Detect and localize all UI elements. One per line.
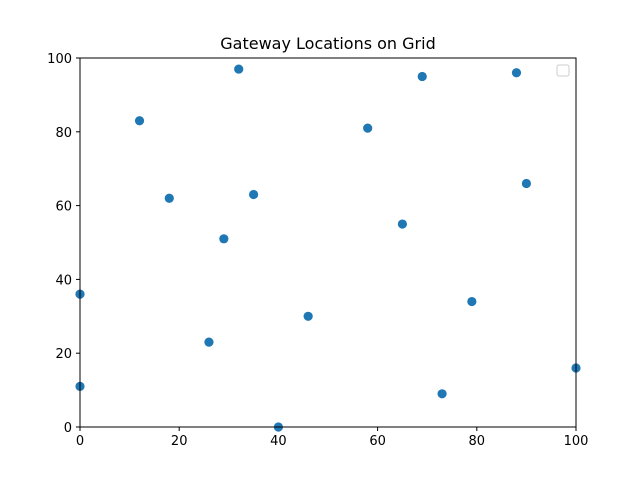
axis-ticks: 0 20 40 60 80 100 0 20 40 60 80 100 (47, 52, 588, 449)
gateway-point (417, 71, 427, 82)
gateway-point (164, 193, 174, 203)
x-tick-label: 80 (469, 434, 486, 449)
plot-area-frame (79, 57, 577, 428)
x-tick-label: 0 (76, 434, 84, 449)
y-tick-label: 40 (55, 273, 72, 288)
gateway-point (134, 116, 145, 126)
gateway-point (511, 68, 522, 78)
gateway-point (363, 123, 373, 133)
gateway-point (467, 296, 477, 307)
legend-box (556, 64, 570, 77)
chart-title: Gateway Locations on Grid (220, 34, 435, 53)
x-tick-label: 60 (369, 434, 386, 449)
gateway-point (397, 219, 407, 229)
y-tick-label: 60 (55, 200, 72, 215)
gateway-point (234, 64, 244, 74)
gateway-point (521, 178, 532, 189)
y-tick-label: 20 (55, 347, 72, 362)
gateway-point (249, 189, 259, 200)
x-tick-label: 100 (564, 434, 589, 449)
x-tick-label: 40 (270, 434, 287, 449)
y-tick-label: 0 (64, 421, 72, 436)
gateway-point (204, 337, 214, 347)
y-tick-label: 100 (47, 52, 72, 67)
gateway-point (303, 311, 313, 321)
y-tick-label: 80 (55, 126, 72, 141)
gateway-point (219, 234, 229, 244)
data-points (75, 64, 581, 432)
gateway-point (437, 389, 447, 399)
x-tick-label: 20 (171, 434, 188, 449)
